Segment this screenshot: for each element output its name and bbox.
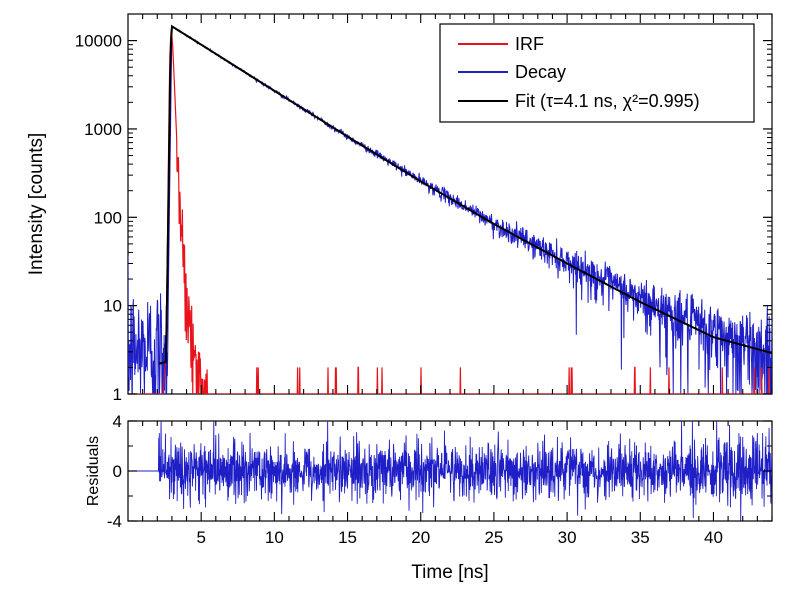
series-fit-line [158, 24, 772, 365]
x-tick-label: 10 [265, 528, 284, 547]
legend-label-fit: Fit (τ=4.1 ns, χ²=0.995) [515, 91, 700, 111]
residuals-x-axis: 5 10 15 20 25 30 35 40 [142, 421, 773, 547]
legend-label-decay: Decay [515, 62, 566, 82]
legend: IRF Decay Fit (τ=4.1 ns, χ²=0.995) [439, 23, 755, 123]
x-tick-label: 35 [631, 528, 650, 547]
x-tick-label: 15 [338, 528, 357, 547]
main-y-tick-label: 1 [113, 385, 122, 404]
main-y-axis-title: Intensity [counts] [26, 133, 47, 276]
x-tick-label: 25 [484, 528, 503, 547]
x-tick-label: 40 [704, 528, 723, 547]
x-axis-title: Time [ns] [411, 562, 488, 583]
main-y-axis: 1 10 100 1000 10000 [75, 13, 772, 404]
legend-label-irf: IRF [515, 34, 544, 54]
main-y-tick-label: 10 [103, 297, 122, 316]
x-tick-label: 5 [196, 528, 205, 547]
residuals-y-axis-title: Residuals [85, 436, 102, 506]
res-y-tick-label: -4 [107, 512, 122, 531]
residuals-y-axis: 4 0 -4 [107, 412, 772, 531]
main-y-tick-label: 10000 [75, 32, 122, 51]
res-y-tick-label: 0 [113, 462, 122, 481]
residuals-plot-area [128, 421, 772, 521]
x-tick-label: 20 [411, 528, 430, 547]
main-y-tick-label: 100 [94, 208, 122, 227]
series-residuals-line [128, 421, 772, 521]
main-y-tick-label: 1000 [84, 120, 122, 139]
res-y-tick-label: 4 [113, 412, 122, 431]
x-tick-label: 30 [558, 528, 577, 547]
main-x-ticks [142, 14, 773, 394]
legend-box [439, 23, 755, 123]
main-plot-area [128, 24, 772, 394]
